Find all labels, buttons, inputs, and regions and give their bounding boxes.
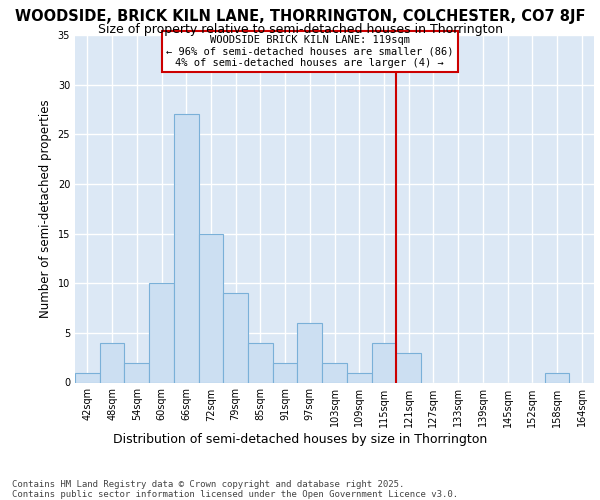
Bar (396, 352, 421, 382)
Bar (248, 343, 273, 382)
Bar (199, 234, 223, 382)
Text: Size of property relative to semi-detached houses in Thorrington: Size of property relative to semi-detach… (97, 22, 503, 36)
Y-axis label: Number of semi-detached properties: Number of semi-detached properties (39, 100, 52, 318)
Bar (298, 323, 322, 382)
Bar (322, 362, 347, 382)
Bar (223, 293, 248, 382)
Bar (75, 372, 100, 382)
Text: WOODSIDE BRICK KILN LANE: 119sqm
← 96% of semi-detached houses are smaller (86)
: WOODSIDE BRICK KILN LANE: 119sqm ← 96% o… (166, 35, 454, 68)
Bar (273, 362, 298, 382)
Bar (124, 362, 149, 382)
Bar (149, 283, 174, 382)
Bar (347, 372, 371, 382)
Text: Distribution of semi-detached houses by size in Thorrington: Distribution of semi-detached houses by … (113, 432, 487, 446)
Text: WOODSIDE, BRICK KILN LANE, THORRINGTON, COLCHESTER, CO7 8JF: WOODSIDE, BRICK KILN LANE, THORRINGTON, … (15, 9, 585, 24)
Text: Contains HM Land Registry data © Crown copyright and database right 2025.
Contai: Contains HM Land Registry data © Crown c… (12, 480, 458, 499)
Bar (100, 343, 124, 382)
Bar (174, 114, 199, 382)
Bar (371, 343, 396, 382)
Bar (545, 372, 569, 382)
